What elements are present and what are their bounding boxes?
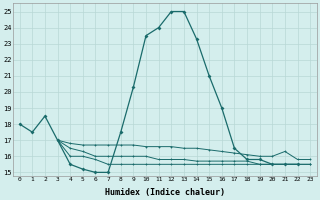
X-axis label: Humidex (Indice chaleur): Humidex (Indice chaleur) [105,188,225,197]
